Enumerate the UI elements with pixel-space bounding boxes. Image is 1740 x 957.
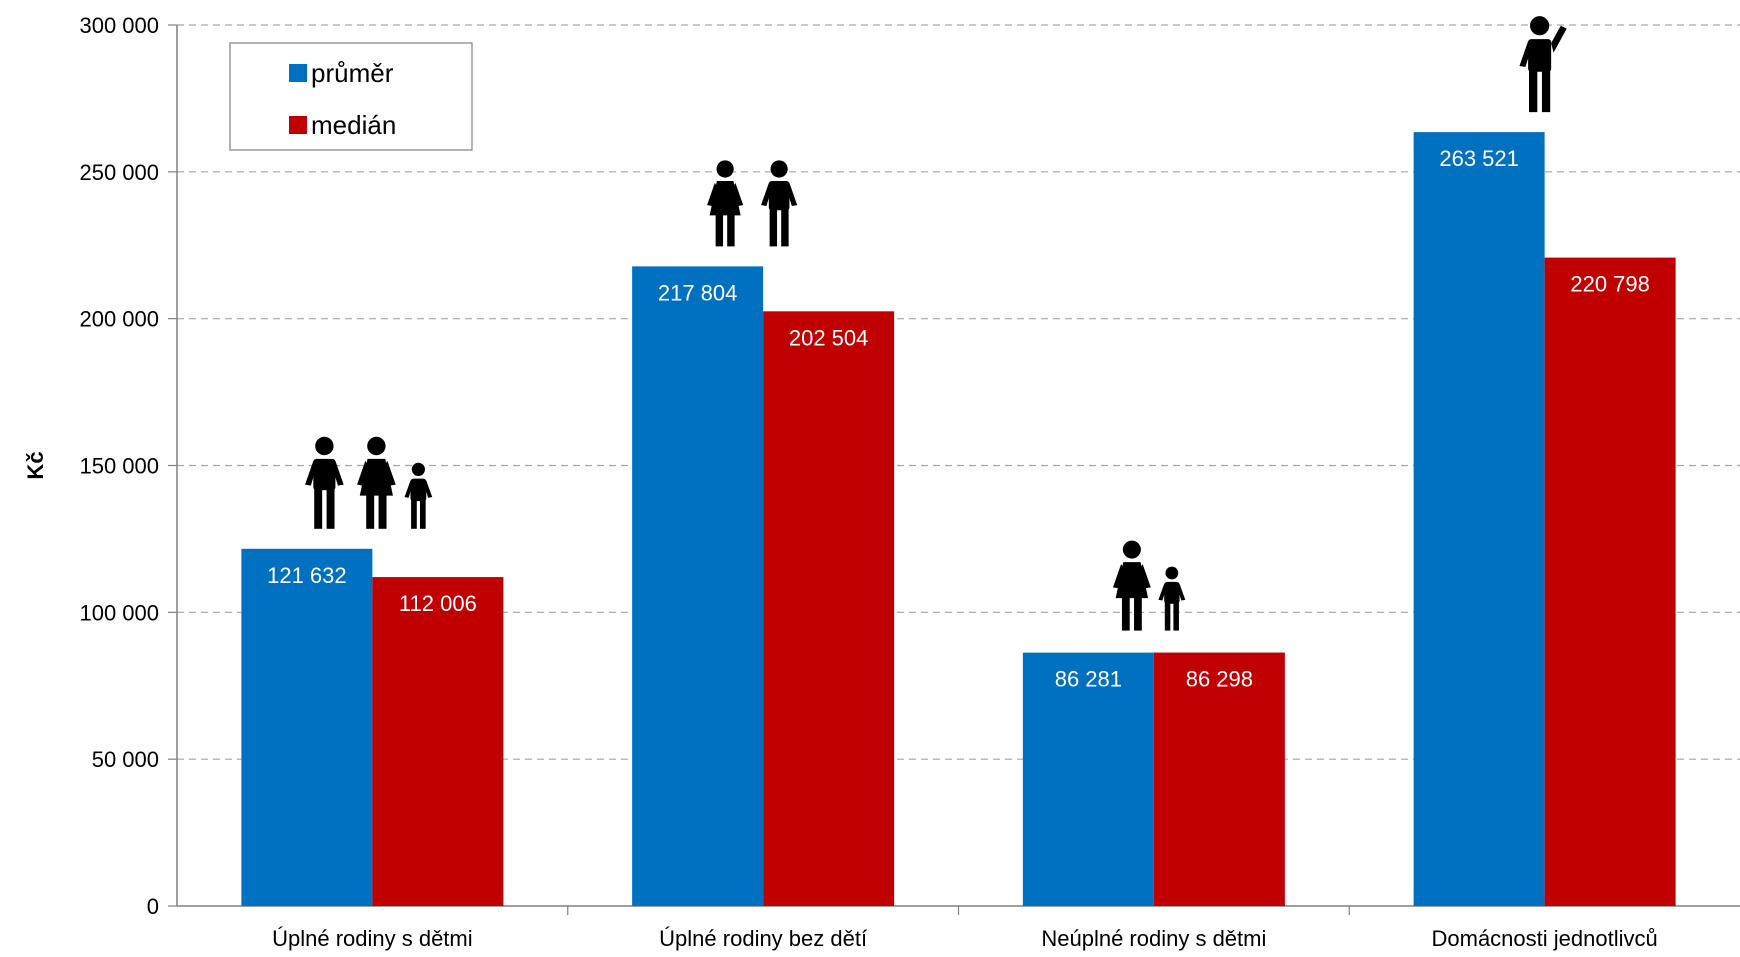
bar-value-label: 86 298 bbox=[1186, 667, 1253, 692]
y-tick-label: 100 000 bbox=[79, 600, 159, 625]
legend-label: medián bbox=[311, 110, 396, 140]
family-with-child-icon bbox=[305, 436, 433, 529]
single-person-icon bbox=[1519, 16, 1567, 113]
y-tick-label: 250 000 bbox=[79, 160, 159, 185]
bar-prumer bbox=[632, 266, 764, 906]
y-tick-label: 300 000 bbox=[79, 13, 159, 38]
bar-value-label: 86 281 bbox=[1055, 667, 1122, 692]
bar-median bbox=[1153, 652, 1285, 906]
bar-median bbox=[1544, 257, 1676, 907]
bar-median bbox=[763, 311, 895, 907]
legend-swatch bbox=[289, 64, 307, 82]
parent-with-child-icon bbox=[1112, 540, 1186, 631]
legend: průměr medián bbox=[229, 42, 473, 151]
bar-value-label: 112 006 bbox=[399, 591, 477, 616]
bar-value-label: 220 798 bbox=[1570, 272, 1650, 297]
x-category-label: Neúplné rodiny s dětmi bbox=[1041, 926, 1266, 951]
y-tick-label: 150 000 bbox=[79, 454, 159, 479]
bar-median bbox=[372, 577, 504, 906]
x-category-label: Úplné rodiny s dětmi bbox=[272, 926, 473, 951]
couple-icon bbox=[707, 160, 798, 247]
bar-value-label: 202 504 bbox=[789, 325, 869, 350]
bar-value-label: 121 632 bbox=[267, 563, 347, 588]
bar-prumer bbox=[241, 548, 373, 906]
y-tick-label: 0 bbox=[147, 894, 159, 919]
bar-value-label: 263 521 bbox=[1439, 146, 1519, 171]
y-tick-label: 200 000 bbox=[79, 307, 159, 332]
bar-prumer bbox=[1413, 132, 1545, 907]
bar-prumer bbox=[1022, 652, 1154, 906]
legend-swatch bbox=[289, 116, 307, 134]
y-tick-label: 50 000 bbox=[92, 747, 159, 772]
bar-value-label: 217 804 bbox=[658, 280, 738, 305]
legend-label: průměr bbox=[311, 58, 394, 88]
x-category-label: Domácnosti jednotlivců bbox=[1432, 926, 1658, 951]
x-category-label: Úplné rodiny bez dětí bbox=[659, 926, 867, 951]
legend-box bbox=[229, 42, 473, 151]
y-axis-title: Kč bbox=[23, 451, 48, 479]
